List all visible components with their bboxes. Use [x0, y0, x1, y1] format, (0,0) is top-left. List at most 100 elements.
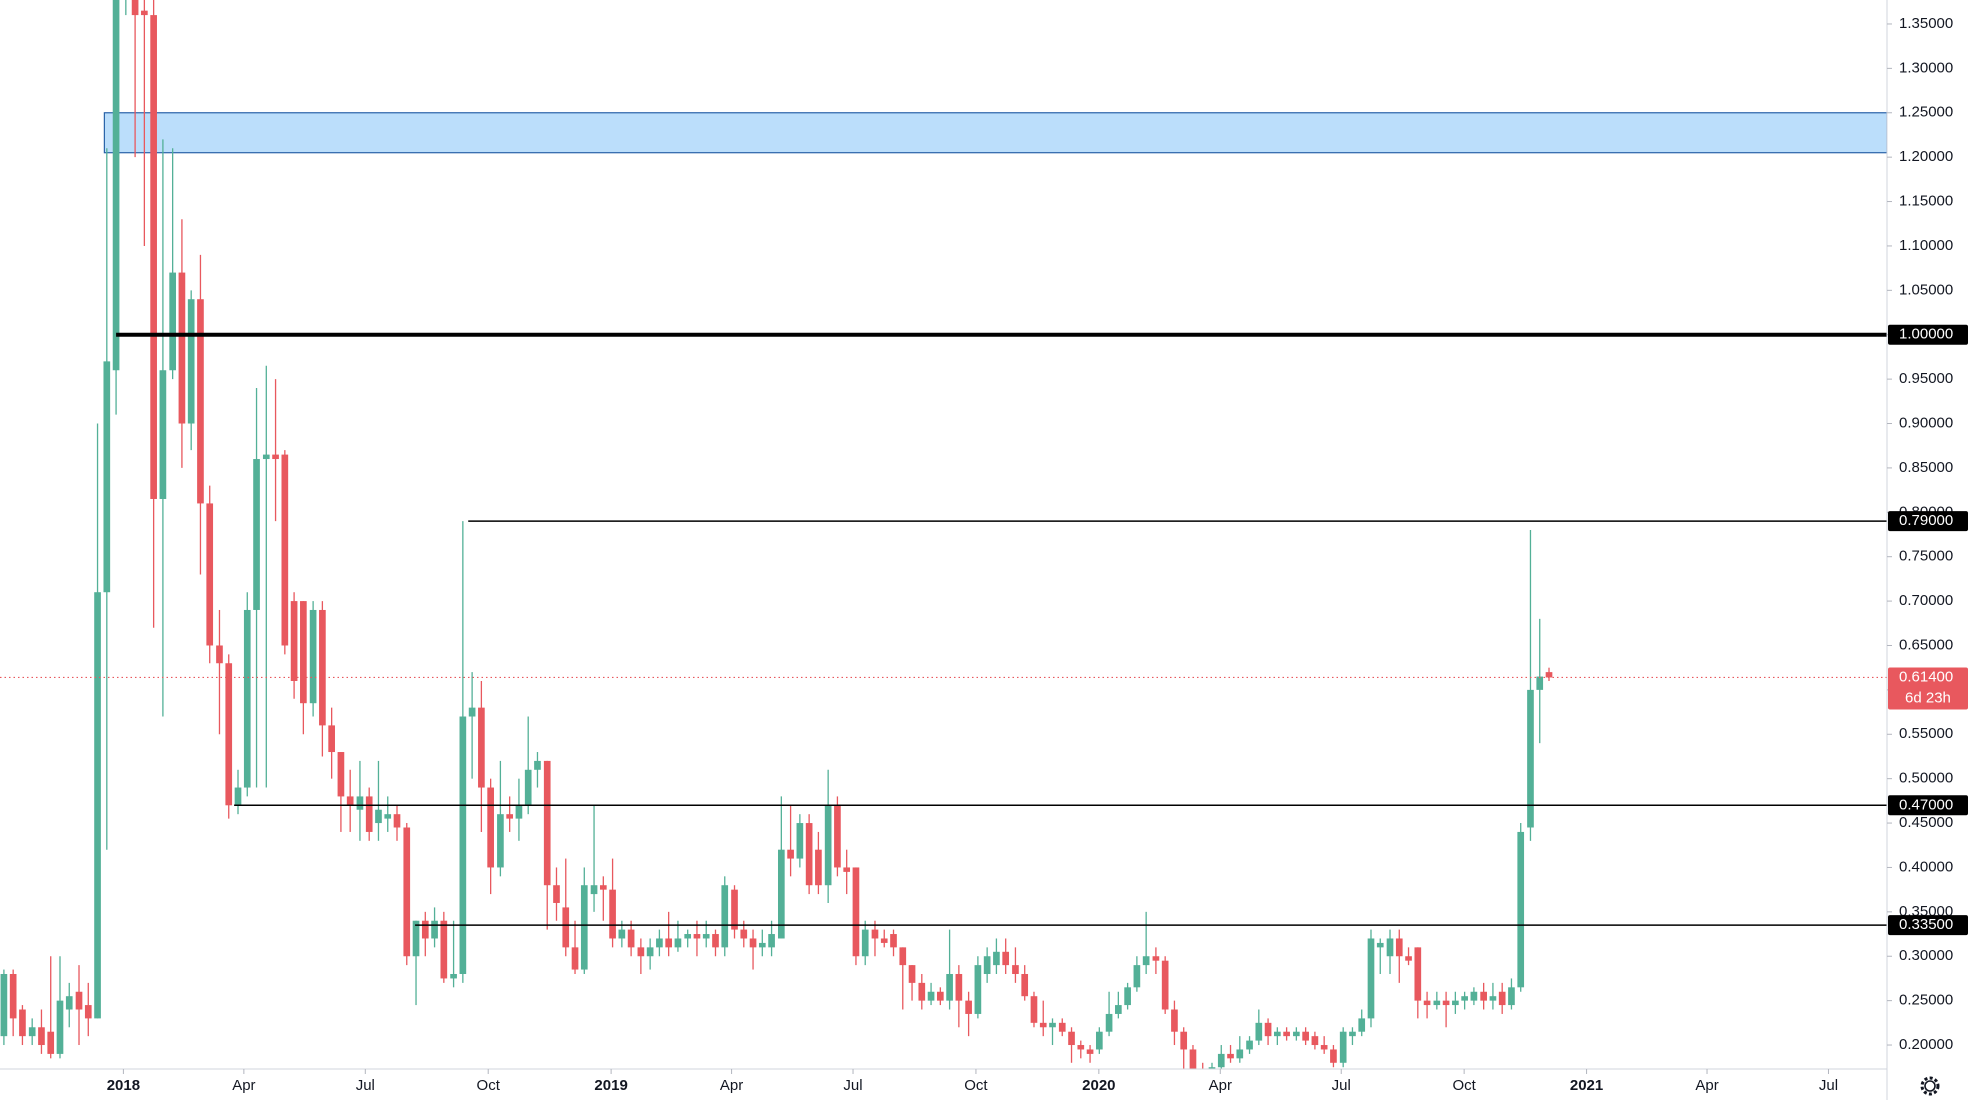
zone — [103, 112, 1887, 154]
candle-body — [1142, 956, 1150, 966]
candle-body — [899, 947, 907, 966]
candle-body — [1002, 951, 1010, 966]
candle-body — [871, 929, 879, 939]
candle-body — [412, 920, 420, 957]
candle-body — [431, 920, 438, 939]
candle-body — [1339, 1031, 1347, 1063]
x-tick-label: Apr — [1209, 1077, 1232, 1094]
candle-body — [1395, 938, 1403, 957]
y-tick-label: 0.95000 — [1899, 370, 1953, 387]
y-tick-label: 0.55000 — [1899, 725, 1953, 742]
candle-body — [478, 707, 485, 788]
y-tick-label: 0.85000 — [1899, 459, 1953, 476]
candle-body — [515, 805, 523, 819]
candle-body — [674, 938, 682, 948]
candle-body — [1320, 1045, 1328, 1050]
candle-body — [805, 823, 813, 886]
candle-body — [590, 885, 598, 895]
x-tick-label: 2021 — [1570, 1077, 1603, 1094]
candle-body — [225, 663, 233, 806]
candle-body — [75, 991, 83, 1010]
candle-body — [47, 1031, 55, 1054]
candle-body — [65, 996, 73, 1010]
candle-body — [384, 814, 392, 819]
candle-body — [1217, 1053, 1225, 1068]
candle-body — [890, 934, 897, 948]
y-tick-label: 1.20000 — [1899, 148, 1953, 165]
candle-body — [234, 787, 242, 806]
y-tick-label: 1.05000 — [1899, 281, 1953, 298]
candle-body — [356, 796, 364, 810]
x-tick-label: 2019 — [594, 1077, 627, 1094]
candle-body — [880, 938, 888, 943]
candle-body — [927, 991, 935, 1001]
y-tick-label: 0.30000 — [1899, 947, 1953, 964]
candle-body — [290, 601, 298, 681]
y-tick-label: 1.10000 — [1899, 237, 1953, 254]
candle-body — [1039, 1022, 1047, 1028]
candle-body — [1376, 942, 1384, 948]
candle-body — [150, 15, 157, 499]
candle-body — [974, 965, 982, 1014]
candle-body — [38, 1027, 45, 1046]
candle-body — [843, 867, 851, 872]
candle-body — [656, 938, 663, 948]
candle-body — [1470, 991, 1478, 1001]
candle-body — [1086, 1049, 1094, 1054]
candle-body — [450, 973, 457, 979]
candle-body — [777, 849, 785, 939]
candle-body — [1452, 1000, 1459, 1006]
candle-body — [618, 929, 626, 939]
x-tick-label: Oct — [1452, 1077, 1476, 1094]
candle-body — [712, 934, 719, 948]
y-tick-label: 0.70000 — [1899, 592, 1953, 609]
candle-body — [749, 938, 757, 948]
candle-body — [740, 929, 748, 939]
level-label: 0.79000 — [1899, 512, 1953, 529]
candle-body — [524, 769, 532, 806]
x-tick-label: Oct — [964, 1077, 988, 1094]
level-label: 0.33500 — [1899, 916, 1953, 933]
level-label-box — [1888, 511, 1968, 532]
candle-body — [1161, 960, 1169, 1010]
settings-icon[interactable] — [1920, 1076, 1940, 1096]
candle-body — [1133, 965, 1141, 988]
candle-body — [178, 272, 186, 424]
candle-body — [56, 1000, 64, 1054]
candle-body — [1508, 987, 1515, 1006]
candle-body — [1115, 1005, 1122, 1014]
candle-body — [599, 885, 607, 890]
candle-body — [440, 920, 448, 979]
price-labels: 1.00000 0.79000 0.47000 0.33500 0.61400 6d 23… — [1888, 324, 1968, 936]
candle-body — [787, 849, 794, 859]
candle-body — [262, 454, 270, 460]
y-tick-label: 0.45000 — [1899, 814, 1953, 831]
candle-body — [1311, 1036, 1319, 1046]
candle-body — [337, 752, 345, 797]
candle-body — [1423, 1000, 1431, 1006]
x-tick-label: 2018 — [107, 1077, 140, 1094]
level-label: 0.47000 — [1899, 796, 1953, 813]
candle-body — [693, 934, 701, 939]
candle-body — [1330, 1049, 1337, 1063]
candle-body — [459, 716, 467, 974]
y-tick-label: 1.30000 — [1899, 59, 1953, 76]
countdown: 6d 23h — [1905, 689, 1951, 706]
candle-body — [1227, 1053, 1234, 1059]
candle-body — [393, 814, 401, 828]
candle-body — [1105, 1013, 1113, 1032]
candle-body — [824, 805, 832, 886]
x-tick-label: Jul — [356, 1077, 375, 1094]
candle-body — [112, 0, 120, 371]
candle-body — [1077, 1045, 1085, 1050]
candle-body — [197, 299, 204, 504]
candle-body — [1246, 1040, 1253, 1050]
candle-body — [1536, 676, 1544, 690]
candle-body — [637, 947, 645, 957]
candle-body — [543, 760, 551, 886]
candle-body — [1274, 1031, 1281, 1037]
candle-body — [1255, 1022, 1263, 1041]
candle-body — [1264, 1022, 1272, 1037]
candle-body — [28, 1027, 36, 1037]
